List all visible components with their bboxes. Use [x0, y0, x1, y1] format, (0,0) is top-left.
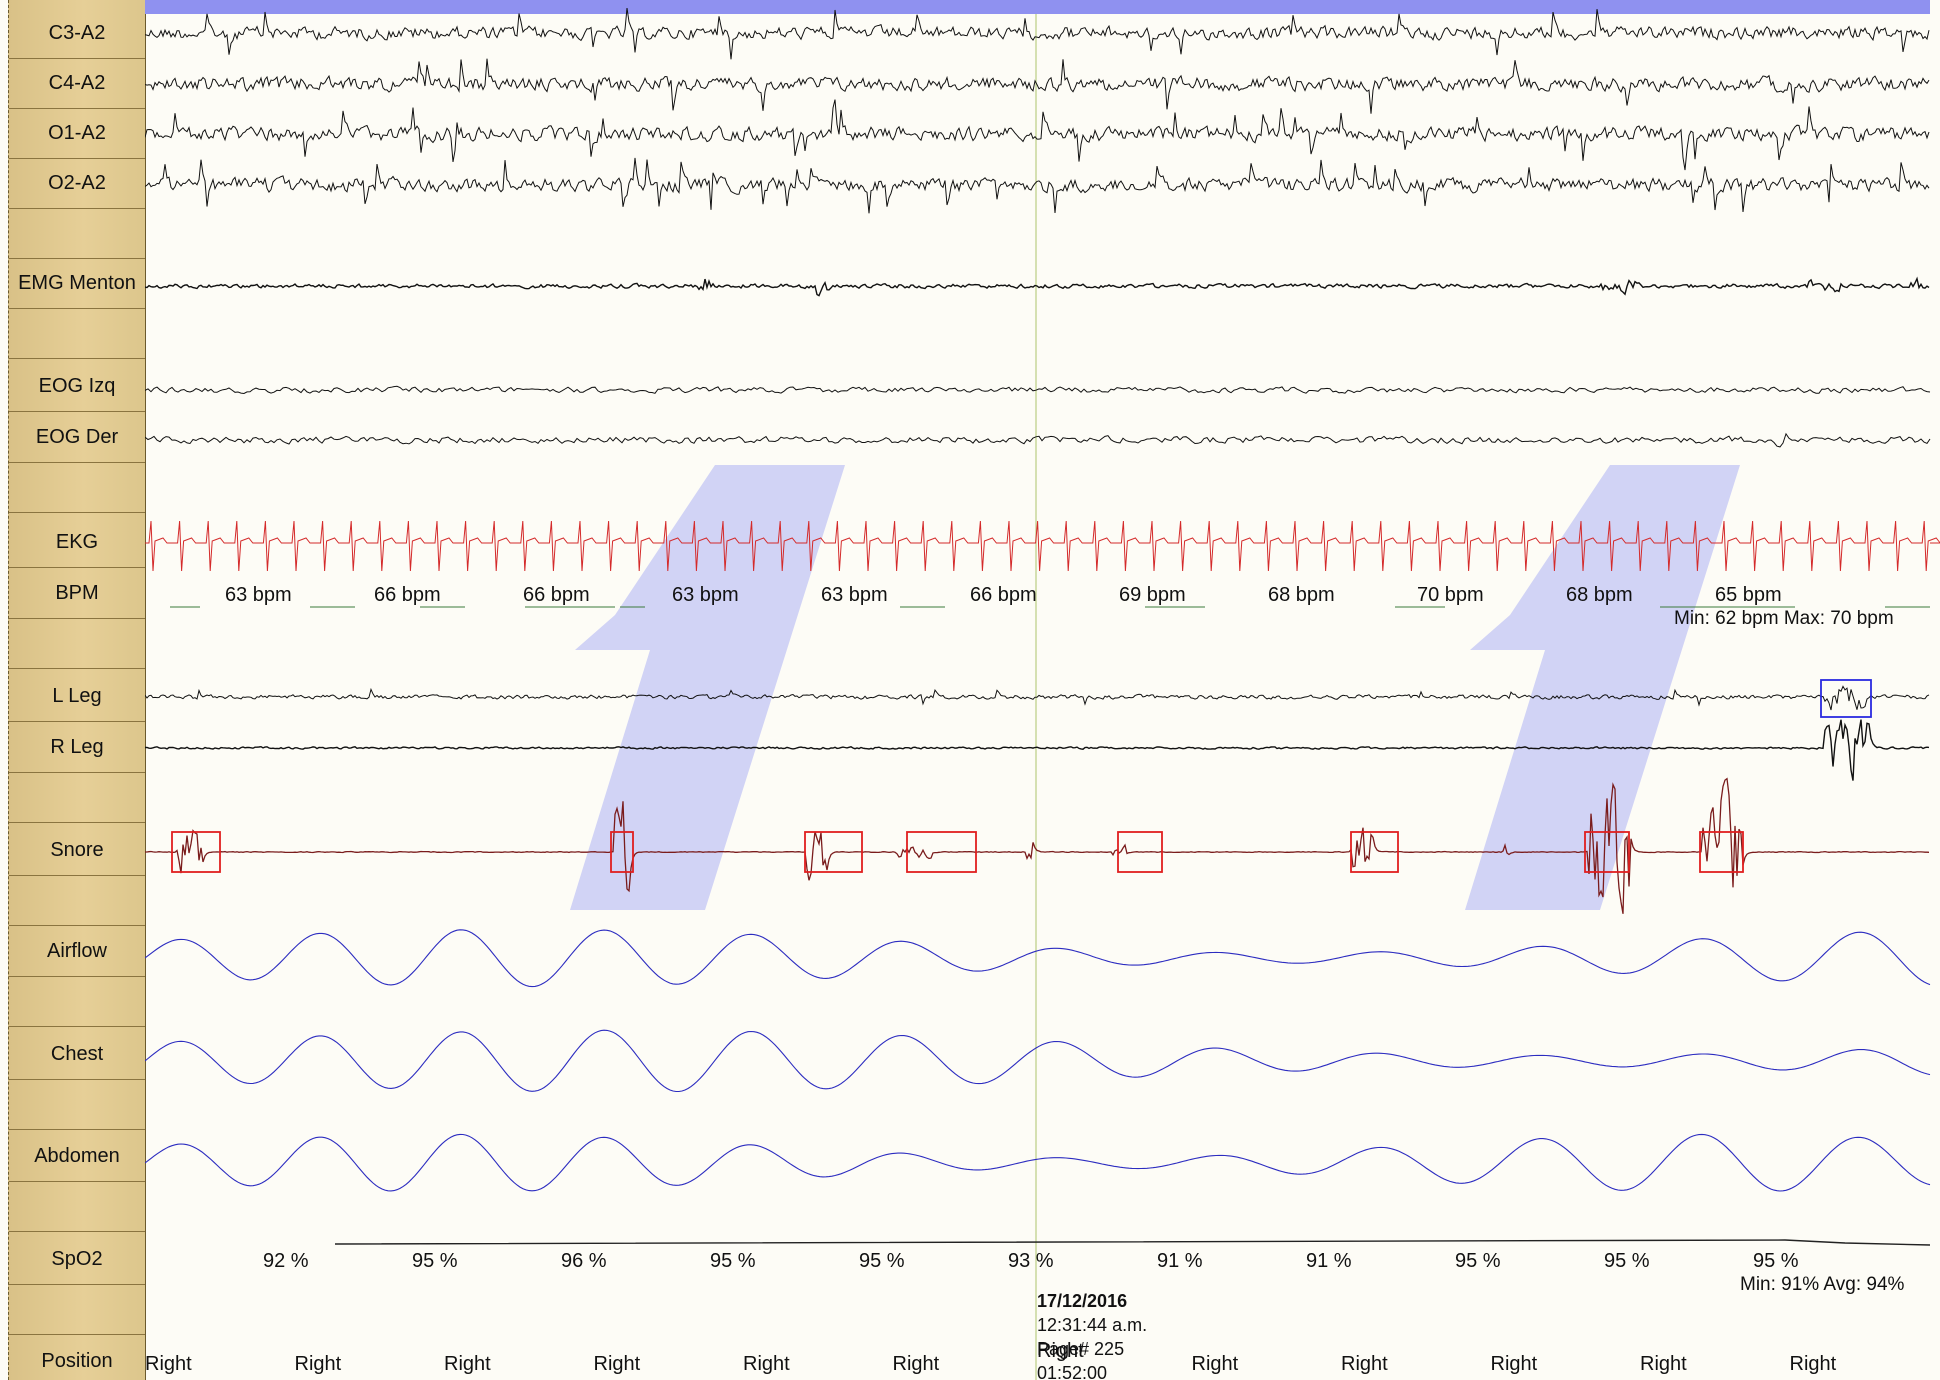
spo2-value: 95 % [859, 1250, 905, 1272]
trace-c3a2 [145, 8, 1930, 60]
stamp-date: 17/12/2016 [1037, 1291, 1128, 1311]
channel-label-l-leg[interactable]: L Leg [9, 671, 145, 722]
position-value: Right [294, 1353, 342, 1375]
trace-r-leg [145, 719, 1930, 781]
channel-label-o2a2[interactable]: O2-A2 [9, 158, 145, 209]
epoch-selection-bar[interactable] [145, 0, 1930, 14]
channel-label-snore[interactable]: Snore [9, 825, 145, 876]
trace-c4a2 [145, 58, 1930, 114]
channel-label-c3a2[interactable]: C3-A2 [9, 8, 145, 59]
channel-spacer [9, 1284, 145, 1335]
snore-event-box[interactable] [610, 831, 634, 873]
spo2-summary: Min: 91% Avg: 94% [1740, 1274, 1905, 1295]
channel-label-spo2[interactable]: SpO2 [9, 1234, 145, 1285]
bpm-value: 63 bpm [672, 584, 739, 606]
snore-event-box[interactable] [906, 831, 977, 873]
trace-l-leg [145, 685, 1930, 711]
channel-spacer [9, 1079, 145, 1130]
channel-spacer [9, 208, 145, 259]
spo2-value: 96 % [561, 1250, 607, 1272]
position-value: Right [593, 1353, 641, 1375]
bpm-value: 68 bpm [1566, 584, 1633, 606]
channel-label-bpm[interactable]: BPM [9, 568, 145, 619]
spo2-value: 95 % [1604, 1250, 1650, 1272]
trace-airflow [145, 929, 1931, 988]
channel-spacer [9, 618, 145, 669]
spo2-value: 95 % [710, 1250, 756, 1272]
position-value: Right [1490, 1353, 1538, 1375]
trace-o1a2 [145, 99, 1930, 171]
position-value: Right [1640, 1353, 1687, 1375]
channel-label-ekg[interactable]: EKG [9, 517, 145, 568]
event-markers[interactable] [171, 679, 1872, 873]
snore-event-box[interactable] [804, 831, 863, 873]
bpm-value: 70 bpm [1417, 584, 1484, 606]
trace-abdomen [145, 1133, 1931, 1192]
channel-label-eog-der[interactable]: EOG Der [9, 412, 145, 463]
channel-label-position[interactable]: Position [9, 1336, 145, 1380]
bpm-value: 69 bpm [1119, 584, 1186, 606]
channel-label-c4a2[interactable]: C4-A2 [9, 58, 145, 109]
position-value: Right [892, 1353, 940, 1375]
channel-label-o1a2[interactable]: O1-A2 [9, 108, 145, 159]
leg-movement-event-box[interactable] [1820, 679, 1872, 718]
snore-event-box[interactable] [1117, 831, 1163, 873]
trace-snore [145, 777, 1930, 914]
snore-event-box[interactable] [1584, 831, 1630, 873]
bpm-value: 65 bpm [1715, 584, 1782, 606]
position-value: Right [1341, 1353, 1388, 1375]
channel-label-emg-menton[interactable]: EMG Menton [9, 258, 145, 309]
channel-label-abdomen[interactable]: Abdomen [9, 1131, 145, 1182]
bpm-value: 66 bpm [374, 584, 441, 606]
position-value: Right [1789, 1353, 1837, 1375]
bpm-value: 66 bpm [970, 584, 1037, 606]
bpm-value: 63 bpm [225, 584, 292, 606]
spo2-value: 92 % [263, 1250, 309, 1272]
channel-spacer [9, 875, 145, 926]
snore-event-box[interactable] [171, 831, 221, 873]
position-value: Right [145, 1353, 192, 1375]
trace-ekg [145, 520, 1940, 572]
stamp-time: 12:31:44 a.m. [1037, 1315, 1148, 1335]
bpm-value: 63 bpm [821, 584, 888, 606]
channel-label-eog-izq[interactable]: EOG Izq [9, 361, 145, 412]
channel-spacer [9, 976, 145, 1027]
stamp-elapsed: 01:52:00 [1037, 1363, 1108, 1380]
position-value: Right [1037, 1340, 1084, 1362]
spo2-value: 91 % [1306, 1250, 1352, 1272]
channel-spacer [9, 308, 145, 359]
bpm-value: 68 bpm [1268, 584, 1335, 606]
trace-emg-menton [145, 276, 1930, 297]
trace-spo2 [334, 1239, 1931, 1246]
trace-chest [145, 1029, 1931, 1093]
spo2-value: 95 % [412, 1250, 458, 1272]
channel-spacer [9, 462, 145, 513]
bpm-summary: Min: 62 bpm Max: 70 bpm [1674, 608, 1894, 629]
trace-eog-izq [145, 385, 1931, 395]
channel-spacer [9, 1181, 145, 1232]
channel-label-airflow[interactable]: Airflow [9, 926, 145, 977]
stamp-page: Page# 225 [1037, 1339, 1125, 1359]
channel-spacer [9, 772, 145, 823]
snore-event-box[interactable] [1350, 831, 1399, 873]
position-value: Right [743, 1353, 790, 1375]
spo2-value: 93 % [1008, 1250, 1054, 1272]
spo2-value: 95 % [1753, 1250, 1799, 1272]
spo2-value: 95 % [1455, 1250, 1501, 1272]
watermark-epoch-number [570, 465, 1740, 910]
position-value: Right [1191, 1353, 1239, 1375]
signal-plot-area[interactable] [145, 0, 1940, 1380]
position-value: Right [444, 1353, 491, 1375]
channel-label-column: C3-A2 C4-A2 O1-A2 O2-A2 EMG Menton EOG I… [8, 0, 146, 1380]
bpm-value: 66 bpm [523, 584, 590, 606]
channel-label-r-leg[interactable]: R Leg [9, 722, 145, 773]
snore-event-box[interactable] [1699, 831, 1744, 873]
trace-eog-der [145, 432, 1931, 448]
trace-o2a2 [145, 157, 1930, 214]
channel-label-chest[interactable]: Chest [9, 1029, 145, 1080]
spo2-value: 91 % [1157, 1250, 1203, 1272]
signal-traces [145, 8, 1940, 1246]
epoch-timestamp: 17/12/2016 12:31:44 a.m. Page# 225 01:52… [1037, 1289, 1147, 1380]
